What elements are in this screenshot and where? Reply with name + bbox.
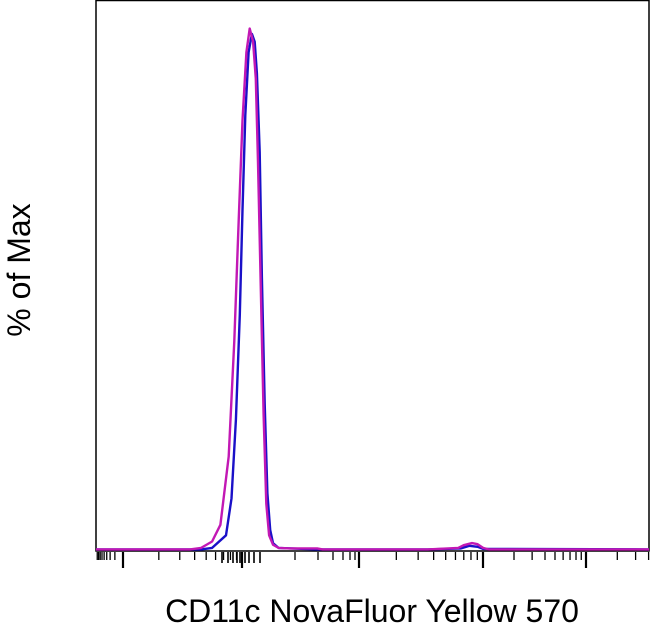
series-line-2 (96, 27, 649, 551)
x-axis-ticks (96, 552, 650, 568)
plot-area (95, 0, 650, 552)
series-layer (96, 27, 650, 551)
plot-frame (95, 0, 650, 552)
y-axis-label: % of Max (1, 203, 37, 336)
series-line-1 (96, 32, 650, 551)
x-axis-label: CD11c NovaFluor Yellow 570 (165, 593, 579, 629)
